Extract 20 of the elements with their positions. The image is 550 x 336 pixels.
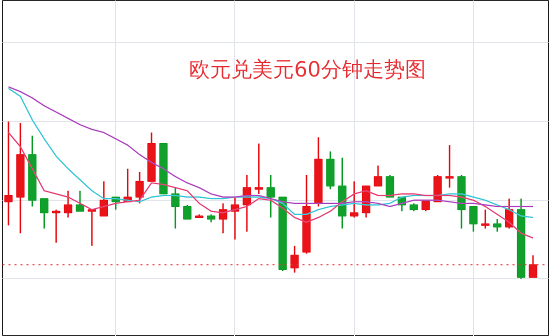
candlestick xyxy=(100,180,108,217)
candlestick xyxy=(469,206,478,232)
candlestick xyxy=(374,164,382,187)
candlestick xyxy=(481,208,490,230)
candlestick xyxy=(171,186,180,230)
candlestick xyxy=(528,254,538,278)
candlestick xyxy=(4,120,13,226)
candlestick xyxy=(386,174,394,198)
candlestick xyxy=(135,171,144,204)
candlestick xyxy=(52,208,60,244)
chart-title: 欧元兑美元60分钟走势图 xyxy=(189,58,426,82)
candlestick xyxy=(350,180,358,218)
candlestick xyxy=(254,142,264,195)
candlestick xyxy=(40,198,48,230)
candlestick xyxy=(445,144,454,188)
candlestick xyxy=(183,204,192,220)
candlestick xyxy=(290,245,299,274)
candlestick xyxy=(266,174,275,218)
candlestick xyxy=(64,190,72,218)
candlestick xyxy=(493,218,502,232)
